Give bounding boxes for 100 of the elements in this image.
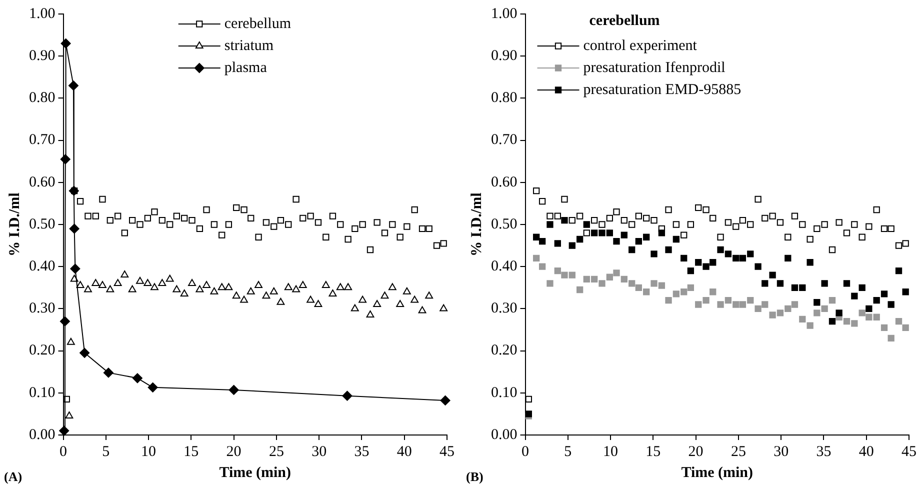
point — [554, 212, 561, 220]
point — [769, 272, 776, 278]
point — [246, 287, 255, 294]
point — [880, 290, 888, 298]
point — [613, 270, 620, 276]
point — [739, 216, 746, 224]
point — [851, 221, 858, 228]
point — [695, 259, 702, 266]
point — [583, 221, 590, 228]
point — [866, 305, 872, 312]
x-tick-label: 40 — [858, 444, 874, 460]
point — [776, 280, 784, 287]
point — [136, 276, 144, 284]
point — [225, 221, 232, 228]
point — [806, 322, 814, 329]
point — [769, 212, 776, 220]
point — [92, 278, 100, 286]
point — [873, 296, 880, 304]
point — [402, 287, 411, 294]
point — [554, 267, 561, 274]
point — [381, 230, 388, 236]
point — [359, 221, 366, 228]
point — [895, 267, 902, 274]
point — [598, 280, 606, 287]
point — [546, 280, 554, 287]
point — [440, 395, 450, 406]
point — [106, 285, 114, 292]
point — [284, 283, 292, 290]
point — [150, 283, 158, 290]
point — [277, 216, 284, 224]
point — [620, 232, 628, 238]
point — [568, 216, 576, 224]
point — [858, 310, 866, 316]
point — [426, 225, 432, 232]
point — [784, 234, 792, 240]
point — [695, 204, 702, 211]
x-tick-label: 15 — [184, 444, 199, 460]
point — [590, 276, 598, 283]
point — [262, 219, 270, 226]
point — [628, 280, 636, 287]
point — [680, 288, 688, 296]
point — [300, 214, 306, 222]
point — [210, 287, 218, 294]
point — [228, 384, 239, 395]
x-tick-label: 10 — [141, 444, 156, 460]
x-tick-label: 0 — [522, 444, 529, 460]
point — [440, 240, 447, 247]
x-tick-label: 10 — [603, 444, 618, 460]
point — [255, 234, 262, 240]
point — [665, 296, 672, 304]
point — [590, 216, 598, 224]
point — [533, 254, 540, 262]
point — [702, 296, 710, 304]
point — [136, 221, 144, 228]
point — [188, 216, 196, 224]
point — [128, 285, 136, 292]
point — [873, 314, 880, 320]
point — [643, 214, 650, 222]
point — [821, 280, 828, 287]
legend-label: control experiment — [583, 38, 698, 54]
y-tick-label: 0.80 — [29, 90, 56, 106]
point — [702, 263, 710, 270]
point — [880, 225, 888, 232]
y-tick-label: 0.40 — [29, 258, 56, 275]
point — [425, 292, 434, 299]
point — [92, 212, 99, 220]
point — [821, 221, 828, 228]
point — [196, 225, 204, 232]
x-tick-label: 35 — [354, 444, 370, 460]
legend-label: plasma — [224, 60, 268, 76]
legend-title: cerebellum — [589, 12, 660, 29]
point — [202, 281, 210, 288]
point — [851, 320, 858, 327]
point — [546, 221, 554, 228]
point — [232, 292, 240, 299]
point — [68, 186, 79, 196]
point — [687, 221, 694, 228]
point — [120, 270, 129, 278]
point — [747, 296, 754, 304]
point — [717, 246, 724, 254]
point — [628, 221, 636, 228]
point — [710, 259, 716, 266]
point — [635, 284, 642, 291]
point — [151, 208, 158, 216]
y-tick-label: 0.00 — [491, 426, 518, 443]
y-tick-label: 0.70 — [491, 132, 518, 148]
point — [754, 196, 762, 203]
y-tick-label: 0.00 — [29, 426, 56, 443]
point — [762, 301, 768, 308]
point — [650, 250, 658, 258]
point — [561, 216, 568, 224]
point — [292, 196, 300, 203]
point — [60, 38, 71, 48]
point — [888, 225, 894, 232]
point — [717, 234, 724, 240]
point — [658, 282, 666, 289]
y-tick-label: 0.10 — [29, 384, 56, 401]
point — [203, 206, 210, 214]
point — [60, 154, 70, 164]
point — [710, 214, 716, 222]
